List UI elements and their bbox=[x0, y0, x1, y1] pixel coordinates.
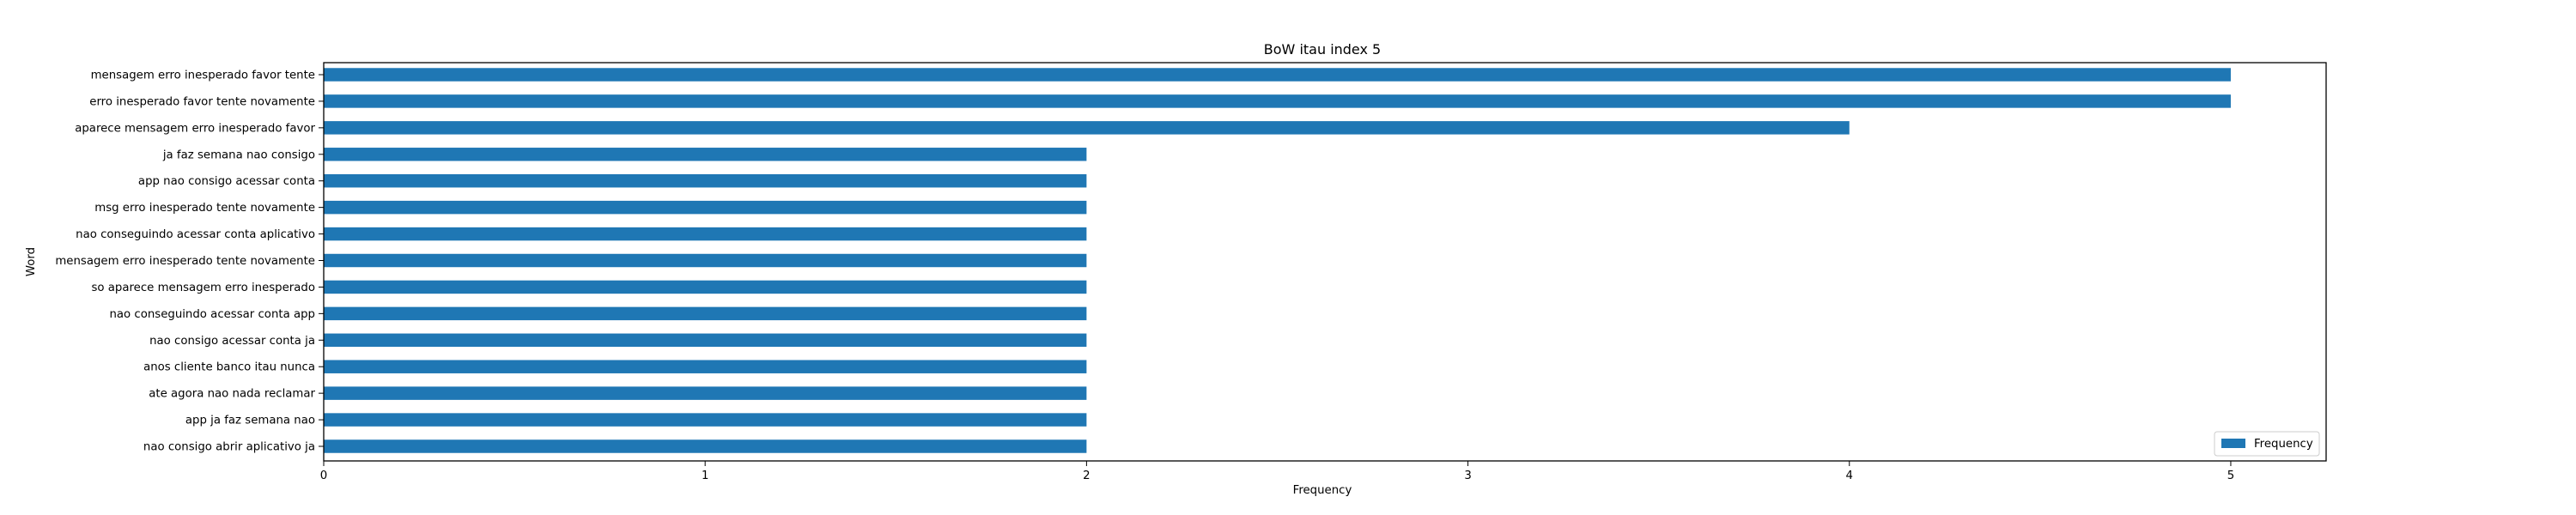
bar bbox=[324, 413, 1087, 427]
y-tick-label: mensagem erro inesperado favor tente bbox=[91, 70, 315, 82]
y-tick-label: ja faz semana nao consigo bbox=[162, 148, 315, 161]
x-tick-label: 4 bbox=[1846, 470, 1853, 482]
y-tick-label: anos cliente banco itau nunca bbox=[143, 361, 315, 374]
bar bbox=[324, 68, 2231, 82]
y-tick-label: nao conseguindo acessar conta aplicativo bbox=[76, 228, 315, 241]
bar bbox=[324, 253, 1087, 268]
y-tick-label: erro inesperado favor tente novamente bbox=[89, 95, 315, 108]
legend: Frequency bbox=[2214, 431, 2320, 457]
legend-swatch bbox=[2221, 439, 2245, 448]
y-tick-label: app nao consigo acessar conta bbox=[138, 175, 315, 188]
x-tick-label: 5 bbox=[2227, 470, 2234, 482]
bar bbox=[324, 386, 1087, 400]
y-tick-label: mensagem erro inesperado tente novamente bbox=[55, 255, 315, 268]
legend-box bbox=[2214, 431, 2320, 457]
bar bbox=[324, 306, 1087, 321]
y-tick-label: app ja faz semana nao bbox=[185, 415, 315, 427]
bar bbox=[324, 200, 1087, 215]
bar bbox=[324, 121, 1850, 135]
y-tick-label: nao conseguindo acessar conta app bbox=[109, 308, 315, 321]
x-tick-label: 3 bbox=[1464, 470, 1471, 482]
y-tick-label: nao consigo abrir aplicativo ja bbox=[143, 441, 315, 454]
x-axis-title: Frequency bbox=[1293, 484, 1352, 497]
x-tick-label: 1 bbox=[702, 470, 708, 482]
y-tick-label: ate agora nao nada reclamar bbox=[149, 388, 315, 401]
bar bbox=[324, 439, 1087, 453]
bar bbox=[324, 280, 1087, 294]
legend-label: Frequency bbox=[2254, 438, 2313, 451]
chart-title: BoW itau index 5 bbox=[1264, 41, 1381, 58]
y-tick-label: nao consigo acessar conta ja bbox=[149, 335, 315, 348]
y-tick-label: aparece mensagem erro inesperado favor bbox=[75, 122, 315, 135]
x-tick-label: 2 bbox=[1083, 470, 1090, 482]
bar bbox=[324, 227, 1087, 241]
x-axis-ticks: 0 1 2 3 4 5 bbox=[320, 461, 2234, 482]
plot-frame bbox=[323, 62, 2327, 462]
bar bbox=[324, 173, 1087, 188]
bar bbox=[324, 94, 2231, 108]
y-tick-label: so aparece mensagem erro inesperado bbox=[91, 282, 315, 294]
bar bbox=[324, 333, 1087, 348]
y-axis-title: Word bbox=[25, 247, 38, 276]
x-tick-label: 0 bbox=[320, 470, 327, 482]
y-axis-ticks: mensagem erro inesperado favor tente erro… bbox=[55, 70, 324, 454]
bar bbox=[324, 360, 1087, 373]
y-tick-label: msg erro inesperado tente novamente bbox=[94, 202, 315, 215]
bar bbox=[324, 148, 1087, 161]
bars-group bbox=[324, 68, 2231, 453]
